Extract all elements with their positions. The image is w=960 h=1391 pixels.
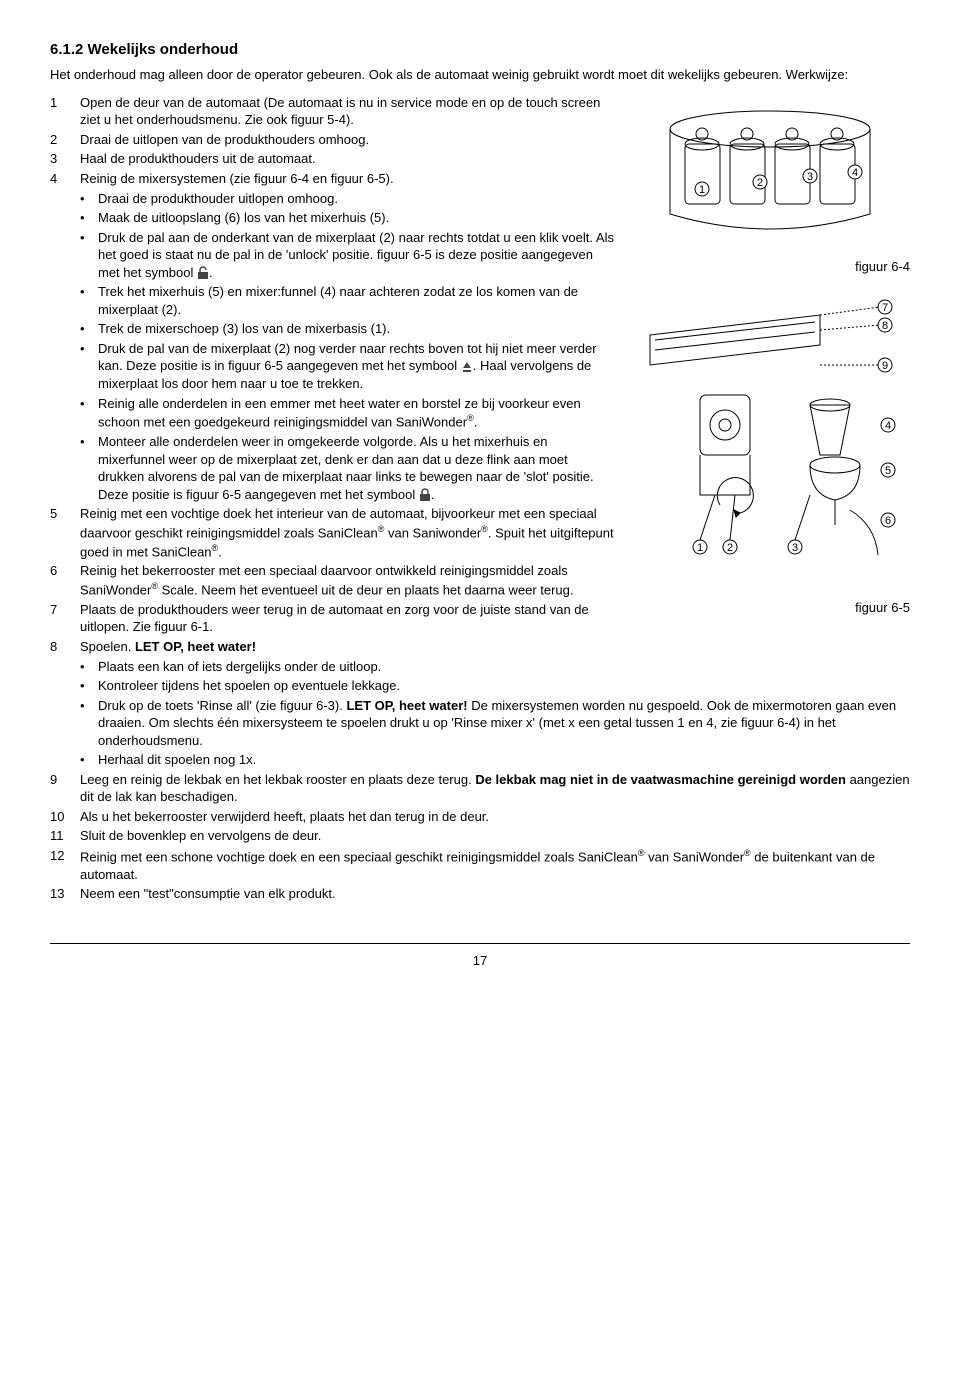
- footer-rule: [50, 943, 910, 944]
- substep: Druk de pal aan de onderkant van de mixe…: [80, 229, 910, 282]
- substep: Monteer alle onderdelen weer in omgekeer…: [80, 433, 910, 503]
- substep: Trek het mixerhuis (5) en mixer:funnel (…: [80, 283, 910, 318]
- svg-text:1: 1: [697, 542, 703, 554]
- svg-text:2: 2: [757, 177, 763, 189]
- svg-text:4: 4: [852, 167, 858, 179]
- step-5: 5Reinig met een vochtige doek het interi…: [50, 505, 615, 560]
- substep: Maak de uitloopslang (6) los van het mix…: [80, 209, 910, 227]
- lock-icon: [419, 488, 431, 502]
- step-6: 6Reinig het bekerrooster met een speciaa…: [50, 562, 615, 598]
- svg-text:6: 6: [885, 515, 891, 527]
- substep: Reinig alle onderdelen in een emmer met …: [80, 395, 910, 431]
- eject-icon: [461, 360, 473, 374]
- step-1: 1Open de deur van de automaat (De automa…: [50, 94, 615, 129]
- substep: Druk de pal van de mixerplaat (2) nog ve…: [80, 340, 910, 393]
- step-8-substeps: Plaats een kan of iets dergelijks onder …: [80, 658, 910, 769]
- step-4-substeps: Draai de produkthouder uitlopen omhoog. …: [80, 190, 910, 504]
- substep: Draai de produkthouder uitlopen omhoog.: [80, 190, 910, 208]
- step-7: 7Plaats de produkthouders weer terug in …: [50, 601, 615, 636]
- step-2: 2Draai de uitlopen van de produkthouders…: [50, 131, 369, 149]
- figure-6-5-caption: figuur 6-5: [630, 599, 910, 617]
- step-12: 12Reinig met een schone vochtige doek en…: [50, 847, 910, 883]
- substep: Druk op de toets 'Rinse all' (zie figuur…: [80, 697, 910, 750]
- page-number: 17: [50, 952, 910, 970]
- unlock-icon: [197, 266, 209, 280]
- svg-text:3: 3: [807, 171, 813, 183]
- step-13: 13Neem een "test"consumptie van elk prod…: [50, 885, 336, 903]
- substep: Herhaal dit spoelen nog 1x.: [80, 751, 910, 769]
- substep: Trek de mixerschoep (3) los van de mixer…: [80, 320, 910, 338]
- section-heading: 6.1.2 Wekelijks onderhoud: [50, 40, 910, 60]
- substep: Plaats een kan of iets dergelijks onder …: [80, 658, 910, 676]
- svg-text:2: 2: [727, 542, 733, 554]
- step-3: 3Haal de produkthouders uit de automaat.: [50, 150, 316, 168]
- step-8: 8Spoelen. LET OP, heet water!: [50, 638, 256, 656]
- substep: Kontroleer tijdens het spoelen op eventu…: [80, 677, 910, 695]
- step-4: 4Reinig de mixersystemen (zie figuur 6-4…: [50, 170, 394, 188]
- step-11: 11Sluit de bovenklep en vervolgens de de…: [50, 827, 321, 845]
- svg-text:3: 3: [792, 542, 798, 554]
- step-10: 10Als u het bekerrooster verwijderd heef…: [50, 808, 489, 826]
- intro-paragraph: Het onderhoud mag alleen door de operato…: [50, 66, 910, 84]
- step-9: 9Leeg en reinig de lekbak en het lekbak …: [50, 771, 910, 806]
- procedure-list-end: 9Leeg en reinig de lekbak en het lekbak …: [50, 771, 910, 903]
